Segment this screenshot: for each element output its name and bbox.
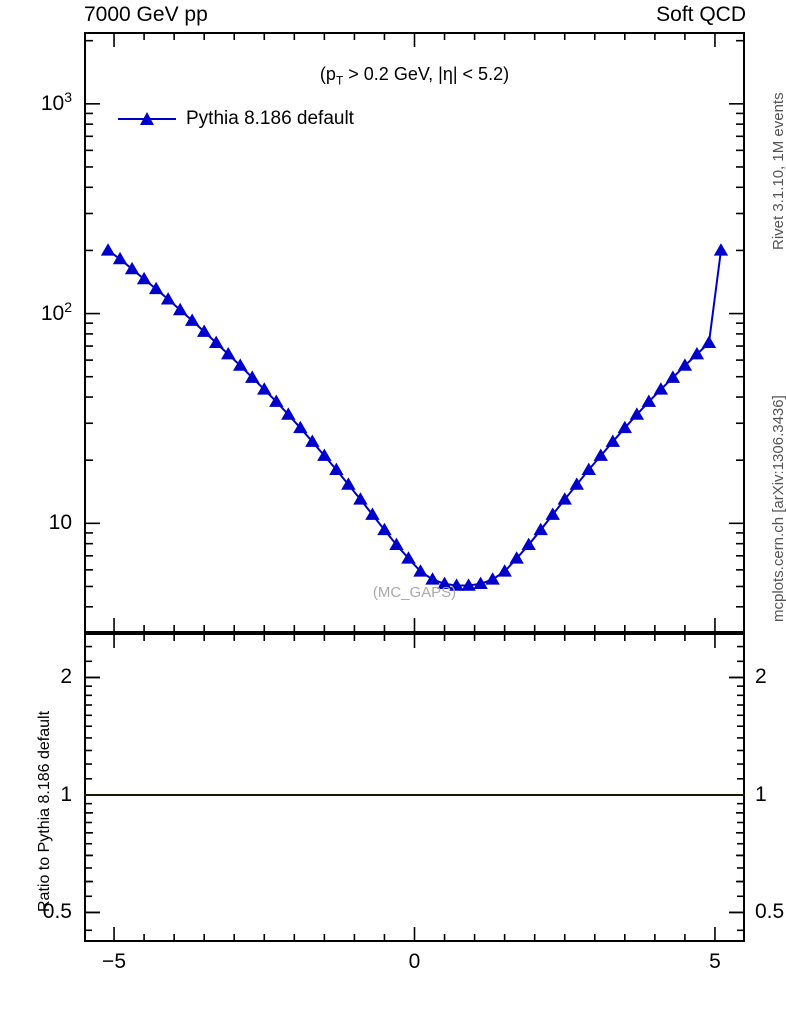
series-marker-0-6 xyxy=(172,302,188,316)
series-marker-0-17 xyxy=(305,434,320,447)
series-marker-0-26 xyxy=(413,564,428,577)
series-marker-0-3 xyxy=(136,271,152,285)
triangle-up-icon xyxy=(140,112,154,125)
series-marker-0-15 xyxy=(281,407,296,420)
series-marker-0-20 xyxy=(341,477,356,490)
series-marker-0-36 xyxy=(533,522,548,536)
series-marker-0-37 xyxy=(545,507,560,520)
subtitle-suffix: > 0.2 GeV, |η| < 5.2) xyxy=(343,64,510,84)
series-marker-0-51 xyxy=(713,243,729,256)
series-marker-0-50 xyxy=(701,335,717,349)
series-marker-0-14 xyxy=(269,394,284,407)
series-marker-0-0 xyxy=(100,243,116,256)
series-marker-0-31 xyxy=(473,576,488,589)
series-marker-0-48 xyxy=(677,358,693,371)
subtitle-subscript: T xyxy=(335,73,344,88)
series-marker-0-35 xyxy=(521,537,536,550)
series-marker-0-28 xyxy=(437,576,452,589)
series-marker-0-49 xyxy=(689,347,705,360)
series-marker-0-21 xyxy=(353,492,368,505)
series-marker-0-27 xyxy=(425,572,440,585)
series-marker-0-39 xyxy=(569,477,584,490)
series-marker-0-4 xyxy=(148,281,164,295)
series-line-0 xyxy=(107,249,722,587)
series-marker-0-23 xyxy=(377,522,392,536)
series-marker-0-24 xyxy=(389,537,404,550)
legend-sample-pythia xyxy=(118,110,176,128)
series-marker-0-10 xyxy=(221,347,236,360)
series-marker-0-34 xyxy=(509,551,524,564)
series-marker-0-25 xyxy=(401,551,416,564)
subtitle-prefix: (p xyxy=(319,64,336,84)
analysis-watermark: (MC_GAPS) xyxy=(372,584,457,601)
series-marker-0-22 xyxy=(365,507,380,520)
series-marker-0-2 xyxy=(124,261,140,275)
series-marker-0-8 xyxy=(196,324,212,337)
legend-label-pythia: Pythia 8.186 default xyxy=(186,108,354,129)
series-marker-0-47 xyxy=(665,370,681,383)
series-marker-0-44 xyxy=(629,407,645,420)
header-beam-label: 7000 GeV pp xyxy=(84,3,208,26)
series-marker-0-33 xyxy=(497,564,512,577)
series-marker-0-46 xyxy=(653,382,669,395)
series-marker-0-45 xyxy=(641,394,657,407)
series-marker-0-30 xyxy=(461,578,476,591)
series-marker-0-19 xyxy=(329,462,344,475)
series-marker-0-32 xyxy=(485,572,500,585)
header-process-label: Soft QCD xyxy=(656,3,746,26)
series-marker-0-38 xyxy=(557,492,572,505)
series-marker-0-11 xyxy=(233,358,248,371)
series-marker-0-18 xyxy=(317,448,332,461)
series-marker-0-5 xyxy=(160,292,176,305)
series-marker-0-1 xyxy=(112,251,128,265)
series-marker-0-40 xyxy=(581,462,596,475)
series-marker-0-13 xyxy=(257,382,272,395)
series-marker-0-43 xyxy=(617,420,633,434)
series-marker-0-7 xyxy=(184,313,200,326)
series-marker-0-29 xyxy=(449,578,464,591)
legend: Pythia 8.186 default xyxy=(118,108,354,130)
series-marker-0-9 xyxy=(209,335,224,349)
series-marker-0-16 xyxy=(293,420,308,434)
kinematic-cuts-subtitle: (pT > 0.2 GeV, |η| < 5.2) xyxy=(84,64,745,88)
series-marker-0-41 xyxy=(593,448,608,461)
ratio-y-axis-title: Ratio to Pythia 8.186 default xyxy=(36,710,53,912)
series-marker-0-42 xyxy=(605,434,620,447)
series-marker-0-12 xyxy=(245,370,260,383)
